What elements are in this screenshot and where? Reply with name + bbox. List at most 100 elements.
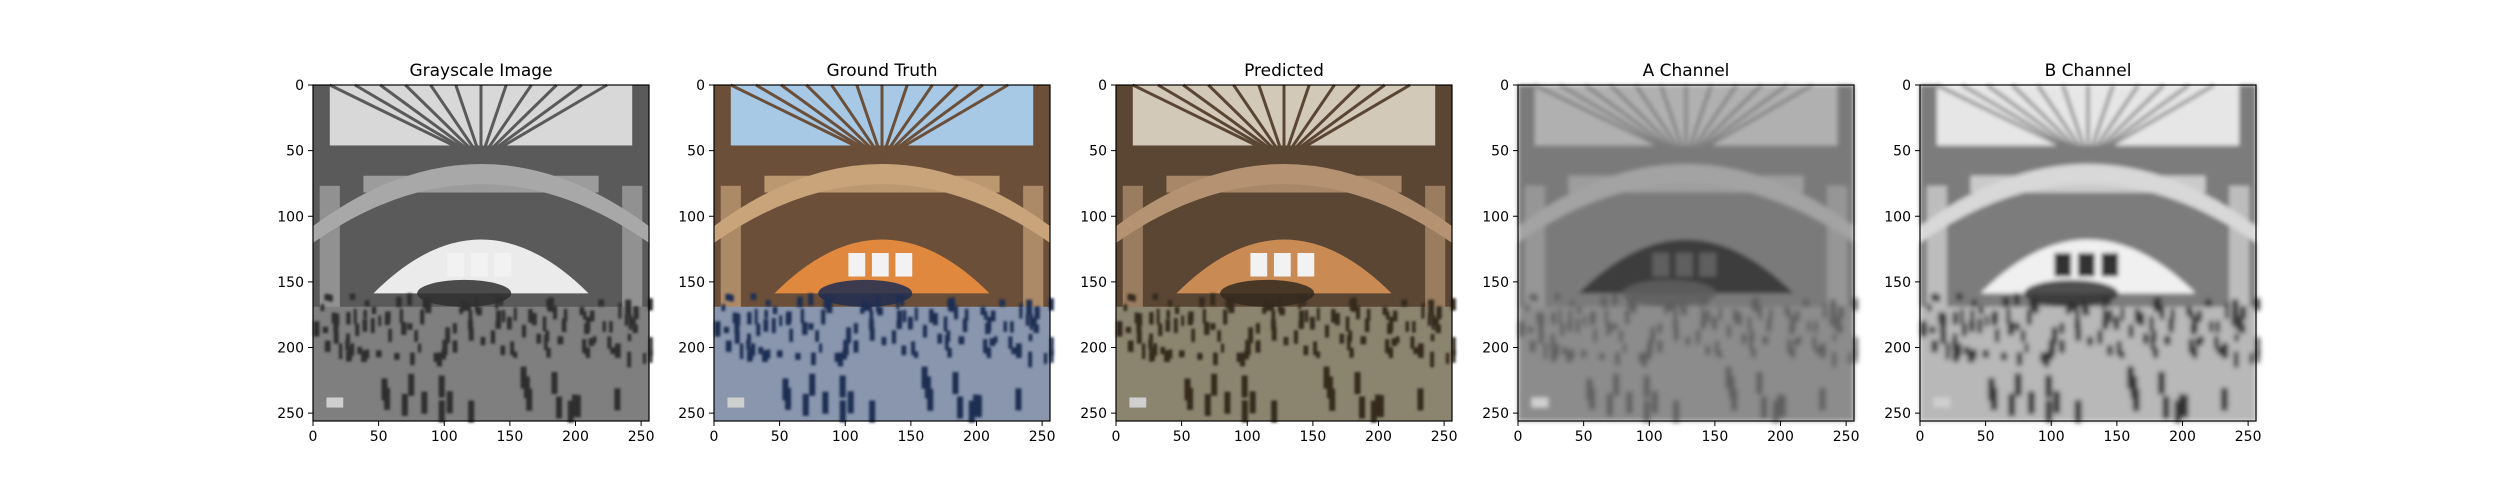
crowd-figure: [320, 304, 325, 311]
crowd-figure: [947, 301, 953, 311]
image-panel: Ground Truth 0 50 100 150 200 250 0 50 100 150 200 2…: [678, 61, 1055, 445]
scene-roof-rib: [1685, 83, 1813, 161]
scene-roof-rib: [2086, 83, 2165, 160]
crowd-figure: [1853, 337, 1858, 351]
crowd-figure: [1049, 337, 1054, 351]
x-tick-label: 250: [628, 429, 655, 445]
x-tick-label: 100: [431, 429, 458, 445]
crowd-figure: [1003, 321, 1008, 332]
scene-window: [871, 253, 889, 277]
y-tick-label: 150: [277, 275, 304, 291]
crowd-figure: [877, 306, 883, 316]
crowd-figure: [1601, 296, 1607, 307]
crowd-figure: [1647, 339, 1653, 356]
y-tick-label: 0: [1098, 78, 1107, 94]
crowd-figure: [1451, 353, 1456, 363]
crowd-figure: [1576, 306, 1582, 315]
scene-roof-rib: [1685, 83, 1788, 161]
x-tick-label: 200: [2169, 429, 2196, 445]
scene-roof-rib: [1584, 83, 1687, 161]
crowd-figure: [1964, 346, 1970, 355]
crowd-figure: [891, 330, 897, 344]
scene-column-right: [1023, 185, 1044, 321]
crowd-figure: [582, 311, 587, 320]
crowd-figure: [869, 310, 874, 326]
y-tick-label: 100: [1884, 209, 1911, 225]
crowd-figure: [751, 343, 756, 356]
crowd-figure: [1123, 304, 1128, 311]
crowd-figure-foreground: [1651, 391, 1658, 414]
crowd-figure: [1622, 343, 1627, 353]
scene-column-right: [622, 185, 643, 321]
crowd-figure: [394, 352, 400, 360]
crowd-figure: [357, 346, 363, 355]
crowd-figure: [1149, 333, 1153, 344]
crowd-figure: [1401, 299, 1408, 307]
crowd-figure: [922, 324, 928, 338]
crowd-figure: [355, 323, 360, 336]
crowd-figure: [747, 350, 753, 362]
crowd-figure: [506, 316, 512, 330]
crowd-figure: [947, 347, 952, 358]
crowd-figure: [2205, 299, 2212, 307]
crowd-figure: [1213, 352, 1218, 366]
crowd-figure-foreground: [1187, 387, 1194, 410]
y-tick-label: 50: [1893, 144, 1911, 160]
crowd-figure: [1837, 324, 1843, 333]
scene-roof-rib: [880, 83, 959, 160]
crowd-figure: [756, 323, 761, 336]
y-tick-label: 150: [678, 275, 705, 291]
scene-roof-rib: [1132, 83, 1285, 161]
x-tick-label: 150: [1702, 429, 1729, 445]
crowd-figure: [1953, 350, 1959, 362]
crowd-figure: [911, 341, 916, 356]
crowd-figure: [324, 293, 330, 301]
crowd-figure: [1168, 349, 1173, 359]
crowd-figure: [1575, 318, 1580, 334]
crowd-figure: [897, 310, 903, 327]
crowd-figure: [1555, 343, 1560, 356]
crowd-figure: [410, 352, 415, 366]
crowd-figure: [1673, 310, 1678, 326]
crowd-figure: [610, 347, 616, 355]
crowd-figure: [1152, 293, 1159, 301]
crowd-figure: [346, 312, 351, 325]
crowd-figure: [1430, 333, 1435, 342]
scene-roof-rib: [1283, 83, 1386, 161]
crowd-figure: [1751, 301, 1757, 311]
crowd-figure: [725, 340, 732, 352]
x-tick-label: 0: [309, 429, 318, 445]
crowd-figure: [808, 323, 814, 330]
crowd-figure: [371, 306, 377, 315]
scene-balcony: [363, 175, 599, 193]
crowd-figure: [1255, 323, 1260, 334]
crowd-figure: [771, 318, 776, 334]
crowd-figure: [1339, 333, 1345, 344]
crowd-figure: [1711, 316, 1717, 330]
crowd-figure: [588, 338, 595, 347]
crowd-figure-foreground: [1359, 396, 1366, 419]
crowd-figure: [399, 308, 404, 324]
crowd-figure: [714, 321, 721, 337]
crowd-figure-foreground: [408, 373, 415, 396]
crowd-figure: [795, 352, 801, 360]
y-tick-label: 150: [1884, 275, 1911, 291]
crowd-figure: [1011, 347, 1017, 355]
crowd-figure: [1199, 296, 1205, 307]
crowd-figure: [764, 309, 769, 319]
crowd-figure: [853, 340, 859, 353]
crowd-figure: [1127, 340, 1134, 352]
crowd-figure: [1812, 336, 1817, 349]
x-tick-label: 100: [2038, 429, 2065, 445]
crowd-figure: [1158, 323, 1163, 336]
crowd-figure: [762, 353, 768, 362]
crowd-figure: [627, 351, 632, 368]
crowd-figure: [553, 305, 558, 320]
crowd-figure: [2074, 319, 2080, 330]
crowd-figure: [407, 323, 413, 330]
crowd-figure: [896, 320, 902, 329]
crowd-figure: [2048, 349, 2054, 360]
crowd-figure: [1303, 345, 1309, 356]
scene-balcony: [1970, 175, 2206, 193]
scene-roof-rib: [2087, 83, 2190, 161]
